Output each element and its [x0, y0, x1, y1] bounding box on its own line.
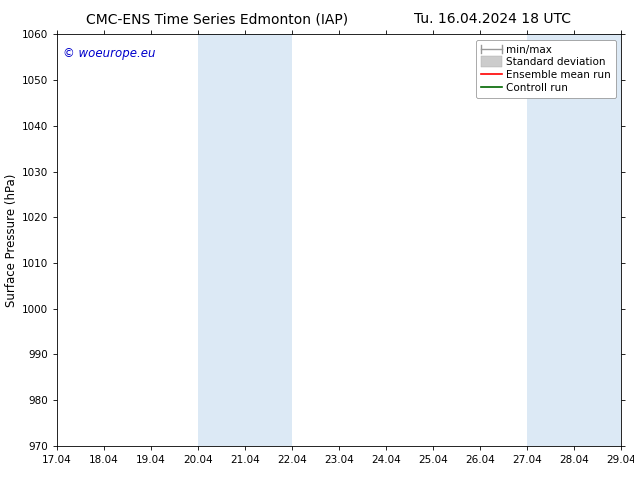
Text: Tu. 16.04.2024 18 UTC: Tu. 16.04.2024 18 UTC	[413, 12, 571, 26]
Text: CMC-ENS Time Series Edmonton (IAP): CMC-ENS Time Series Edmonton (IAP)	[86, 12, 347, 26]
Bar	[198, 34, 292, 446]
Legend: min/max, Standard deviation, Ensemble mean run, Controll run: min/max, Standard deviation, Ensemble me…	[476, 40, 616, 98]
Bar	[527, 34, 621, 446]
Text: © woeurope.eu: © woeurope.eu	[63, 47, 155, 60]
Y-axis label: Surface Pressure (hPa): Surface Pressure (hPa)	[4, 173, 18, 307]
